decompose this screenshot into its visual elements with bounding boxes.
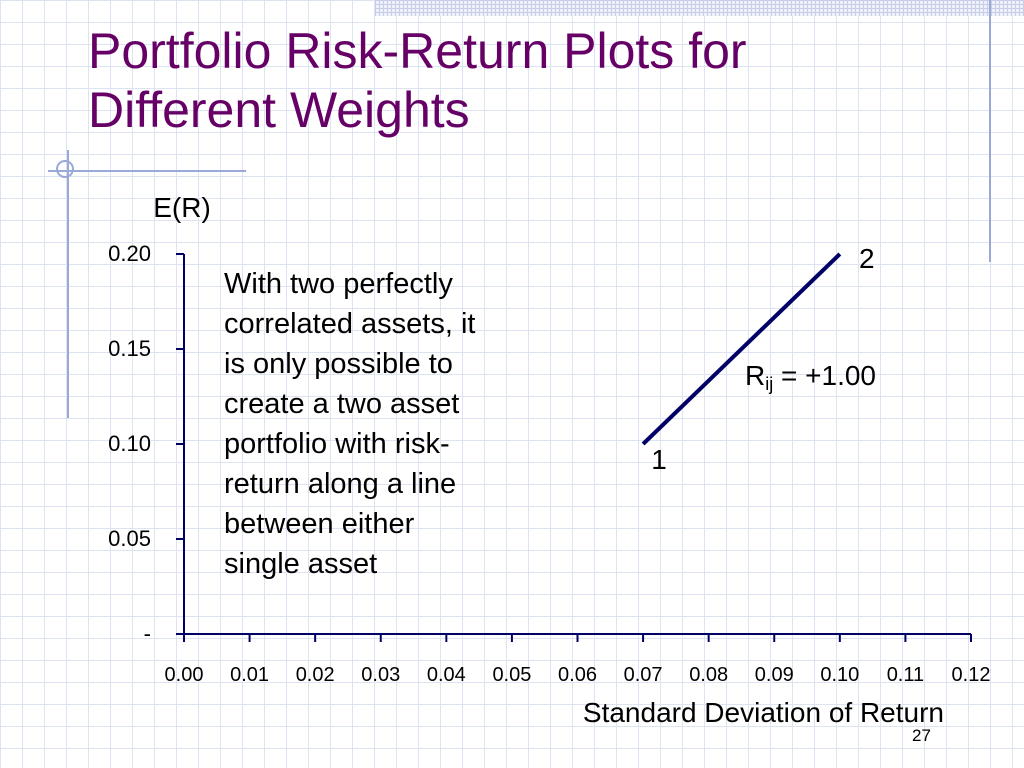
x-tick-label: 0.07	[624, 664, 663, 686]
slide-title-line-2: Different Weights	[88, 82, 470, 138]
x-tick-label: 0.05	[492, 664, 531, 686]
correlation-label: Rij = +1.00	[745, 360, 876, 395]
annotation-line-3: is only possible to	[224, 348, 453, 380]
annotation-line-8: single asset	[224, 548, 378, 580]
annotation-line-2: correlated assets, it	[224, 308, 476, 340]
page-number: 27	[912, 726, 931, 745]
decorative-left-rule	[67, 150, 69, 418]
labels-layer: 0.00 0.01 0.02 0.03 0.04 0.05 0.06 0.07 0.08 0.09…	[108, 192, 990, 728]
x-axis-title: Standard Deviation of Return	[583, 697, 944, 728]
series-layer	[641, 252, 842, 446]
x-tick-label: 0.01	[230, 664, 269, 686]
x-tick-label: 0.12	[952, 664, 991, 686]
x-tick-label: 0.03	[361, 664, 400, 686]
correlation-value: = +1.00	[773, 360, 876, 391]
slide-title: Portfolio Risk-Return Plots for Differen…	[88, 22, 988, 140]
y-tick-label: 0.15	[108, 336, 151, 361]
y-tick-label: 0.05	[108, 526, 151, 551]
slide-title-line-1: Portfolio Risk-Return Plots for	[88, 23, 747, 79]
correlation-symbol: R	[745, 360, 766, 391]
series-line	[641, 252, 842, 446]
point-label: 2	[859, 243, 875, 274]
annotation-line-4: create a two asset	[224, 388, 460, 420]
y-tick-label: -	[144, 621, 151, 646]
x-tick-label: 0.06	[558, 664, 597, 686]
x-tick-label: 0.02	[296, 664, 335, 686]
x-tick-label: 0.04	[427, 664, 466, 686]
x-tick-label: 0.09	[755, 664, 794, 686]
y-axis-title: E(R)	[153, 192, 211, 223]
annotation-text: With two perfectly correlated assets, it…	[224, 264, 534, 584]
x-tick-label: 0.11	[887, 664, 924, 686]
y-tick-label: 0.10	[108, 431, 151, 456]
x-tick-label: 0.10	[820, 664, 859, 686]
decorative-right-rule	[989, 0, 991, 262]
x-tick-label: 0.08	[689, 664, 728, 686]
y-tick-label: 0.20	[108, 241, 151, 266]
decorative-top-band	[375, 0, 1024, 16]
axes-layer	[176, 253, 972, 642]
annotation-line-6: return along a line	[224, 468, 457, 500]
point-label: 1	[651, 444, 667, 475]
annotation-line-5: portfolio with risk-	[224, 428, 450, 460]
annotation-line-1: With two perfectly	[224, 268, 453, 300]
correlation-subscript: ij	[765, 374, 774, 394]
decorative-horizontal-rule	[48, 170, 246, 172]
decorative-rule-circle	[56, 160, 74, 178]
annotation-line-7: between either	[224, 508, 415, 540]
x-tick-label: 0.00	[165, 664, 204, 686]
